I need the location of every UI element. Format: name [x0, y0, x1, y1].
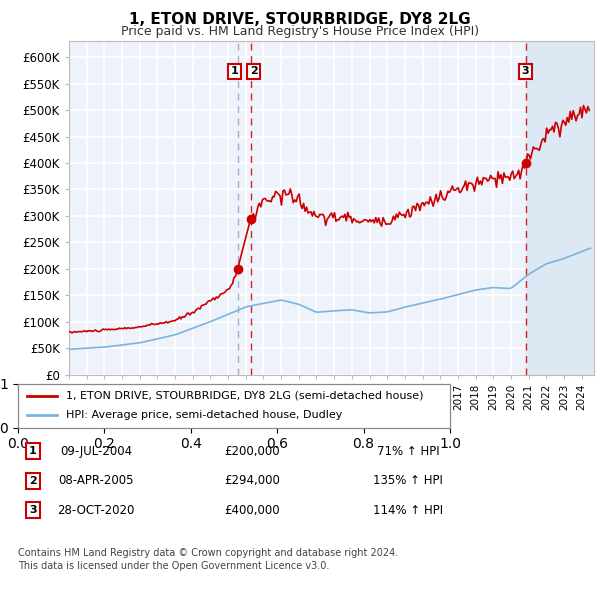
Text: 114% ↑ HPI: 114% ↑ HPI [373, 504, 443, 517]
Text: 1, ETON DRIVE, STOURBRIDGE, DY8 2LG (semi-detached house): 1, ETON DRIVE, STOURBRIDGE, DY8 2LG (sem… [65, 391, 423, 401]
Text: 28-OCT-2020: 28-OCT-2020 [58, 504, 134, 517]
Text: 71% ↑ HPI: 71% ↑ HPI [377, 445, 439, 458]
Text: 1: 1 [230, 66, 238, 76]
Text: 08-APR-2005: 08-APR-2005 [58, 474, 134, 487]
Text: 1, ETON DRIVE, STOURBRIDGE, DY8 2LG: 1, ETON DRIVE, STOURBRIDGE, DY8 2LG [129, 12, 471, 27]
Text: Contains HM Land Registry data © Crown copyright and database right 2024.: Contains HM Land Registry data © Crown c… [18, 548, 398, 558]
Text: HPI: Average price, semi-detached house, Dudley: HPI: Average price, semi-detached house,… [65, 411, 342, 420]
Text: 1: 1 [29, 447, 37, 456]
Text: This data is licensed under the Open Government Licence v3.0.: This data is licensed under the Open Gov… [18, 561, 329, 571]
Bar [526, 41, 594, 375]
Text: 2: 2 [29, 476, 37, 486]
Text: £200,000: £200,000 [224, 445, 280, 458]
Text: 3: 3 [29, 506, 37, 515]
Text: £294,000: £294,000 [224, 474, 280, 487]
Text: Price paid vs. HM Land Registry's House Price Index (HPI): Price paid vs. HM Land Registry's House … [121, 25, 479, 38]
Text: 3: 3 [522, 66, 529, 76]
Text: 2: 2 [250, 66, 257, 76]
Text: 09-JUL-2004: 09-JUL-2004 [60, 445, 132, 458]
Text: £400,000: £400,000 [224, 504, 280, 517]
Text: 135% ↑ HPI: 135% ↑ HPI [373, 474, 443, 487]
